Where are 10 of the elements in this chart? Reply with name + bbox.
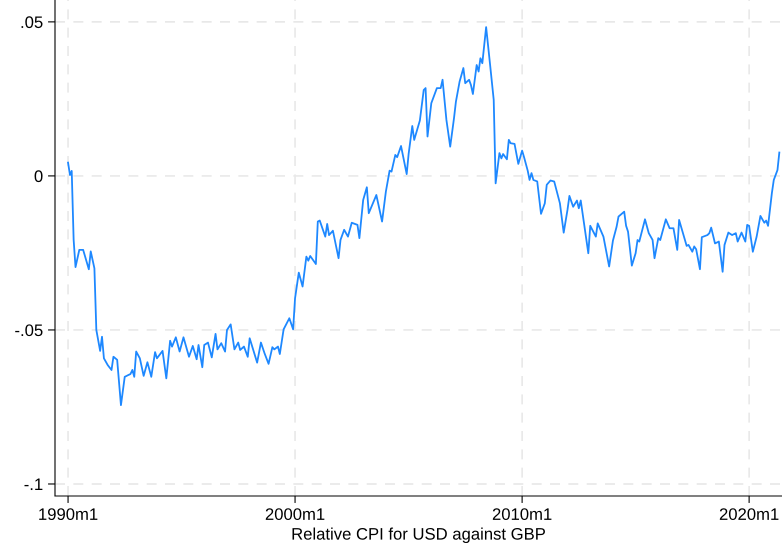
line-series (67, 26, 780, 406)
x-tick-label: 2010m1 (492, 508, 552, 520)
y-tick-label: 0 (34, 170, 43, 182)
x-axis-title: Relative CPI for USD against GBP (292, 528, 545, 544)
x-tick-label: 1990m1 (39, 508, 98, 520)
x-tick-label: 2020m1 (720, 508, 778, 520)
y-tick-label: -.1 (24, 478, 42, 490)
y-tick-label: .05 (22, 16, 42, 28)
y-tick-label: -.05 (15, 324, 42, 336)
x-tick-label: 2000m1 (266, 508, 324, 520)
